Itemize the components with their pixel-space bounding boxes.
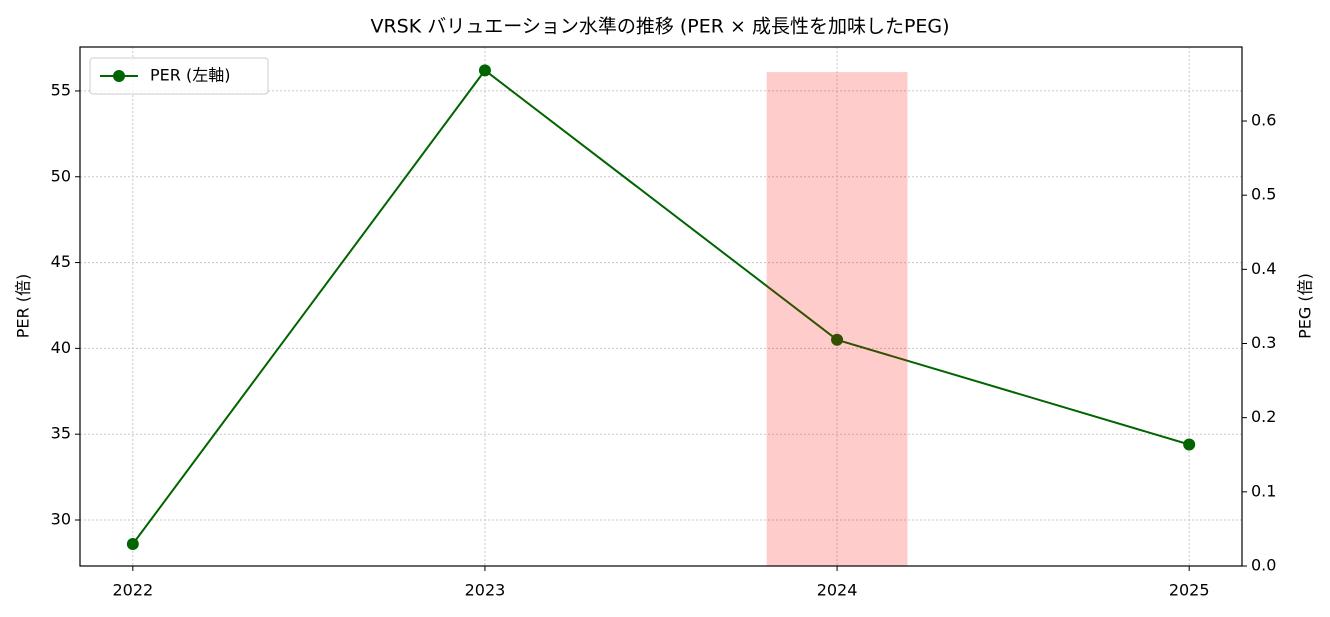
point (478, 64, 491, 77)
line (132, 68, 1190, 545)
point (126, 538, 139, 551)
chart-title: VRSK バリュエーション水準の推移 (PER × 成長性を加味したPEG) (370, 16, 949, 38)
y2-tick-label: 0.2 (1251, 407, 1276, 426)
y2-tick-label: 0.1 (1251, 481, 1276, 500)
y2-axis-label: PEG (倍) (1296, 273, 1315, 339)
y-axis-label: PER (倍) (14, 274, 33, 338)
y2-tick-label: 0.5 (1251, 185, 1276, 204)
legend-label: PER (左軸) (150, 66, 230, 85)
y-tick-label: 30 (51, 510, 71, 529)
y2-tick-label: 0.4 (1251, 259, 1276, 278)
bar (766, 72, 908, 567)
x-tick-label: 2024 (817, 581, 858, 600)
y2-tick-label: 0.3 (1251, 333, 1276, 352)
x-tick-label: 2025 (1169, 581, 1210, 600)
x-tick-label: 2022 (112, 581, 153, 600)
plot-frame (79, 46, 1243, 567)
point (831, 333, 844, 346)
x-tick-label: 2023 (465, 581, 506, 600)
y-tick-label: 45 (51, 252, 71, 271)
y-tick-label: 40 (51, 338, 71, 357)
legend: PER (左軸) (89, 57, 269, 95)
legend-marker (113, 70, 125, 82)
y-tick-label: 35 (51, 424, 71, 443)
y2-tick-label: 0.6 (1251, 111, 1276, 130)
legend-box (89, 57, 269, 95)
y2-tick-label: 0.0 (1251, 556, 1276, 575)
y-tick-label: 50 (51, 166, 71, 185)
y-tick-label: 55 (51, 80, 71, 99)
point (1183, 438, 1196, 451)
